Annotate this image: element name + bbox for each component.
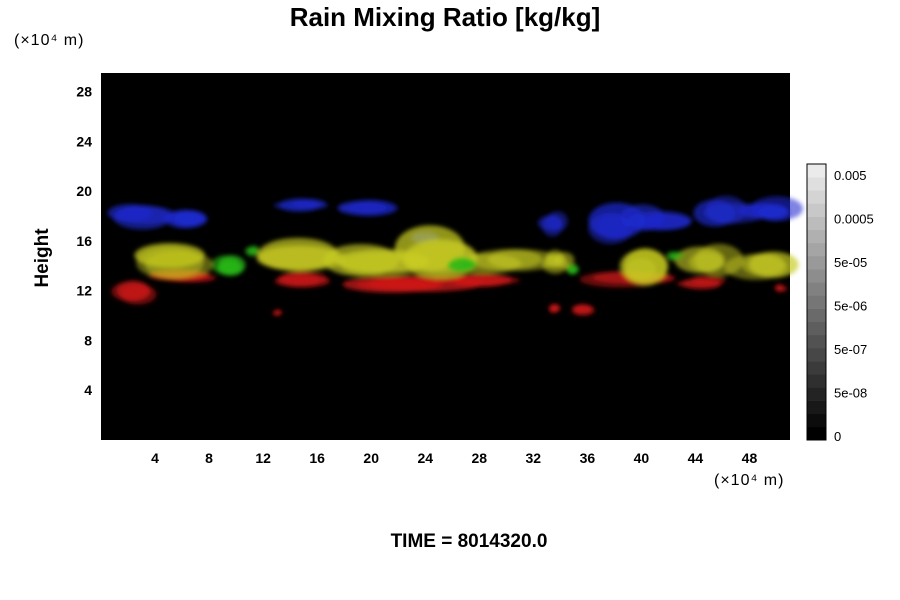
colorbar-swatch	[807, 426, 826, 441]
feature-blob	[542, 214, 563, 237]
feature-blob	[676, 279, 721, 288]
x-axis-unit: (×10⁴ m)	[714, 472, 785, 489]
feature-blob	[693, 199, 736, 227]
x-tick-label: 20	[363, 450, 379, 466]
y-tick-label: 28	[76, 84, 92, 100]
x-tick-label: 28	[471, 450, 487, 466]
feature-blob	[323, 244, 400, 277]
colorbar-label: 0.0005	[834, 212, 874, 227]
feature-blob	[120, 284, 157, 305]
x-ticks: 4 8 12 16 20 24 28 32 36 40 44 48	[151, 450, 757, 466]
colorbar-swatch	[807, 242, 826, 257]
feature-blob	[164, 209, 208, 229]
colorbar-swatch	[807, 374, 826, 388]
colorbar-swatch	[807, 282, 826, 296]
colorbar-label: 0.005	[834, 168, 867, 183]
colorbar-swatch	[807, 269, 826, 283]
feature-blob	[750, 196, 803, 221]
colorbar-swatch	[807, 229, 826, 244]
x-tick-label: 44	[688, 450, 704, 466]
x-tick-label: 16	[309, 450, 325, 466]
colorbar-label: 5e-06	[834, 299, 867, 314]
feature-blob	[245, 246, 259, 257]
x-tick-label: 12	[255, 450, 271, 466]
feature-blob	[453, 273, 513, 287]
colorbar-swatch	[807, 190, 826, 204]
chart-title: Rain Mixing Ratio [kg/kg]	[289, 2, 601, 32]
feature-blob	[447, 258, 475, 273]
time-label: TIME = 8014320.0	[390, 531, 548, 552]
y-tick-label: 16	[76, 233, 92, 249]
feature-blob	[291, 198, 326, 209]
feature-blob	[342, 275, 440, 293]
colorbar-frame	[806, 163, 827, 441]
feature-blob	[623, 248, 668, 286]
y-tick-label: 8	[84, 332, 92, 348]
feature-blob	[256, 244, 339, 270]
feature-blob	[553, 251, 575, 269]
x-tick-label: 8	[205, 450, 213, 466]
colorbar-swatch	[807, 413, 826, 428]
colorbar-swatch	[807, 308, 826, 323]
colorbar-swatch	[807, 216, 826, 231]
feature-blob	[548, 305, 558, 313]
x-tick-label: 24	[417, 450, 433, 466]
feature-blob	[115, 206, 176, 225]
feature-blob	[567, 266, 577, 275]
feature-blob	[638, 213, 691, 230]
feature-blob	[748, 251, 799, 278]
y-ticks: 4 8 12 16 20 24 28	[76, 84, 92, 399]
feature-blob	[774, 285, 786, 291]
colorbar-swatch	[807, 334, 826, 349]
y-axis-unit: (×10⁴ m)	[14, 32, 85, 49]
y-tick-label: 20	[76, 183, 92, 199]
colorbar-swatch	[807, 164, 826, 178]
y-tick-label: 4	[84, 382, 92, 398]
x-tick-label: 4	[151, 450, 159, 466]
y-tick-label: 24	[76, 133, 92, 149]
x-tick-label: 32	[526, 450, 542, 466]
colorbar-swatch	[807, 361, 826, 375]
feature-layer	[107, 195, 803, 316]
colorbar-label: 5e-08	[834, 386, 867, 401]
colorbar-label: 5e-07	[834, 342, 867, 357]
feature-blob	[136, 247, 204, 279]
colorbar-label: 5e-05	[834, 255, 867, 270]
colorbar-swatch	[807, 177, 826, 191]
feature-blob	[666, 251, 680, 260]
colorbar-swatch	[807, 400, 826, 415]
colorbar-swatch	[807, 295, 826, 309]
colorbar: 0 5e-08 5e-07 5e-06 5e-05 0.0005 0.005	[806, 163, 874, 444]
feature-blob	[338, 201, 387, 214]
x-tick-label: 40	[634, 450, 650, 466]
x-tick-label: 36	[580, 450, 596, 466]
colorbar-swatch	[807, 387, 826, 401]
feature-blob	[688, 251, 725, 273]
colorbar-swatch	[807, 348, 826, 362]
feature-blob	[278, 272, 320, 287]
y-tick-label: 12	[76, 283, 92, 299]
colorbar-swatch	[807, 256, 826, 270]
colorbar-label: 0	[834, 429, 841, 444]
feature-blob	[217, 260, 243, 276]
feature-blob	[573, 304, 592, 315]
colorbar-swatch	[807, 203, 826, 217]
x-tick-label: 48	[742, 450, 758, 466]
feature-blob	[272, 310, 280, 316]
colorbar-swatch	[807, 321, 826, 336]
